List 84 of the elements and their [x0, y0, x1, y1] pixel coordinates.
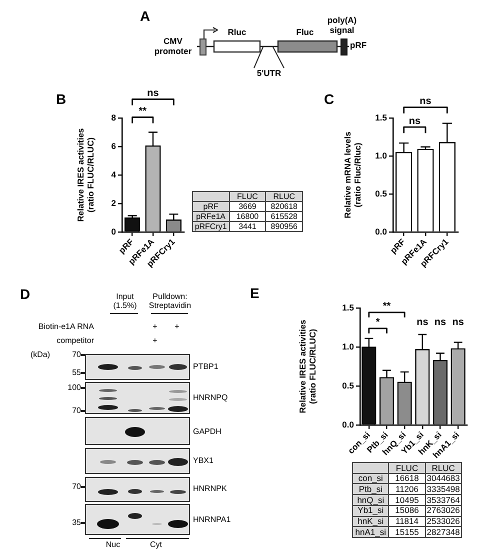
y-tick-label: 8: [111, 112, 116, 122]
legend-label: RLUC: [425, 462, 462, 474]
category-label: pRF: [192, 202, 230, 212]
annotation: **: [382, 301, 391, 312]
data-label: 3441: [229, 222, 266, 232]
y-tick-label: 1.0: [375, 150, 388, 160]
data-label: 3533764: [425, 494, 462, 506]
text: HNRNPK: [193, 484, 227, 493]
text: 70: [72, 406, 81, 415]
annotation: ns: [434, 317, 447, 328]
data-label: 3044683: [425, 473, 462, 484]
category-label: hnK_si: [352, 516, 389, 527]
data-label: 2763026: [425, 505, 462, 516]
data-label: 16618: [388, 473, 426, 484]
y-axis-title: Relative IRES activities (ratio FLUC/RLUC): [75, 128, 96, 222]
gene-construct-diagram: CMV promoter Rluc Fluc poly(A) signal pRF 5'UTR: [153, 15, 368, 80]
text: PTBP1: [193, 362, 218, 371]
annotation: ns: [416, 317, 429, 328]
data-label: 10495: [388, 494, 426, 506]
data-label: 11814: [388, 516, 426, 527]
y-axis-title: Relative IRES activities (ratio FLUC/RLUC): [297, 319, 318, 414]
text: Pulldown: Streptavidin: [148, 292, 192, 310]
category-label: pRFe1A: [192, 212, 230, 222]
category-label: hnA1_si: [352, 526, 389, 538]
text: Input (1.5%): [113, 292, 137, 310]
y-tick-label: 4: [111, 169, 116, 180]
data-label: 3335498: [425, 484, 462, 495]
data-label: 11206: [388, 484, 426, 495]
text: GAPDH: [193, 427, 222, 436]
annotation: *: [376, 317, 380, 328]
category-label: con_si: [352, 473, 389, 484]
text: Biotin-e1A RNA: [38, 322, 94, 331]
text: +: [152, 322, 158, 331]
data-label: 2533026: [425, 516, 462, 527]
y-tick-label: 0.0: [375, 226, 388, 236]
text: A: [140, 8, 150, 24]
y-tick-label: 1.0: [342, 341, 354, 352]
text: YBX1: [193, 456, 214, 465]
y-tick-label: 0.0: [342, 419, 354, 430]
y-tick-label: 0.5: [375, 188, 388, 198]
legend-label: FLUC: [388, 462, 426, 474]
category-label: Yb1_si: [352, 505, 389, 516]
annotation: ns: [452, 317, 464, 328]
y-tick-label: 2: [111, 198, 116, 208]
chart-title: B: [56, 91, 66, 107]
legend-label: FLUC: [229, 192, 266, 202]
data-label: 3669: [229, 202, 266, 212]
text: (kDa): [30, 350, 50, 359]
y-tick-label: 0: [111, 226, 116, 236]
legend-label: RLUC: [266, 192, 302, 202]
category-label: pRFCry1: [192, 222, 230, 232]
text: +: [174, 322, 180, 331]
text: ns: [420, 96, 432, 108]
y-tick-label: 6: [111, 140, 116, 151]
text: D: [20, 286, 30, 302]
category-label: Ptb_si: [352, 484, 389, 495]
data-label: 15155: [388, 526, 426, 538]
text: 55: [72, 368, 81, 377]
chart-title: E: [250, 285, 260, 301]
text: 35: [72, 518, 81, 527]
y-tick-label: 0.5: [342, 380, 354, 390]
data-label: 15086: [388, 505, 426, 516]
chart-title: C: [324, 91, 334, 107]
text: Nuc: [106, 540, 120, 549]
text: +: [152, 336, 158, 345]
text: **: [138, 106, 147, 117]
data-label: 16800: [229, 212, 266, 222]
data-label: 615528: [266, 212, 302, 222]
text: Cyt: [150, 540, 162, 549]
y-tick-label: 1.5: [342, 302, 354, 312]
text: HNRNPA1: [193, 515, 231, 524]
text: 100: [68, 383, 81, 392]
text: 70: [72, 350, 81, 359]
data-label: 820618: [266, 202, 302, 212]
text: ns: [147, 88, 160, 99]
text: competitor: [56, 336, 94, 345]
category-label: hnQ_si: [352, 494, 389, 506]
data-label: 890956: [266, 222, 302, 232]
annotation: ns: [408, 116, 421, 127]
text: HNRNPQ: [193, 393, 228, 402]
text: 70: [72, 482, 81, 491]
y-tick-label: 1.5: [375, 112, 388, 122]
data-label: 2827348: [425, 526, 462, 538]
y-axis-title: Relative mRNA levels (ratio Fluc/Rluc): [342, 131, 363, 218]
